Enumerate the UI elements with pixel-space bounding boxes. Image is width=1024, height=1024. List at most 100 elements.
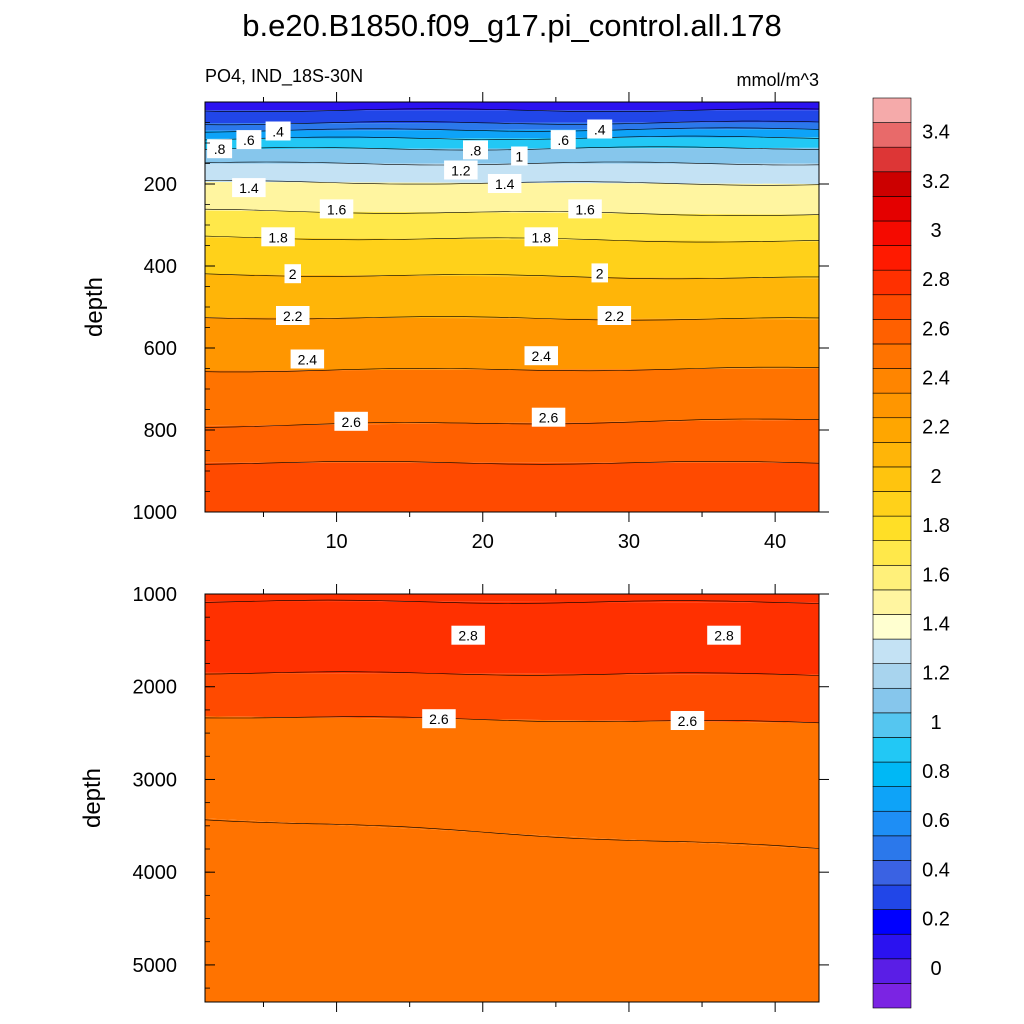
contour-label-box — [451, 625, 485, 645]
figure-title: b.e20.B1850.f09_g17.pi_control.all.178 — [242, 8, 782, 43]
contour-label-box — [531, 407, 566, 427]
colorbar-labels: 3.4 3.2 3 2.8 2.6 2.4 2.2 2 1.8 1.6 1.4 1.2 1 0.8 0.6 0… — [922, 122, 950, 980]
colorbar-box — [872, 220, 912, 246]
contour-band — [205, 672, 819, 723]
colorbar-box — [872, 712, 912, 738]
y-tick-label: 4000 — [133, 862, 178, 884]
lower-contour-labels: 2.8 2.8 2.6 2.6 — [422, 625, 741, 730]
colorbar-tick-label: 2.6 — [922, 318, 950, 340]
colorbar-box — [872, 146, 912, 173]
x-tick-label: 20 — [472, 531, 494, 553]
contour-line — [205, 599, 819, 604]
colorbar-tick-label: 3.2 — [922, 171, 950, 193]
contour-line — [205, 135, 819, 141]
lower-contour-fills — [205, 594, 819, 1002]
y-tick-label: 2000 — [133, 677, 178, 699]
y-tick-label: 1000 — [133, 502, 178, 524]
contour-label-box — [236, 130, 262, 150]
contour-label: 1.4 — [495, 176, 515, 192]
lower-panel: 2.8 2.8 2.6 2.6 1000 2000 3000 4000 5000 depth — [79, 584, 829, 1012]
contour-label-box — [487, 174, 522, 193]
colorbar-box — [872, 737, 912, 763]
y-tick-label: 1000 — [133, 584, 178, 606]
left-subtitle: PO4, IND_18S-30N — [205, 66, 363, 87]
colorbar-tick-label: 0.4 — [922, 859, 950, 881]
contour-line — [205, 127, 819, 133]
colorbar-box — [872, 860, 912, 886]
contour-band — [205, 818, 819, 1002]
colorbar: 3.4 3.2 3 2.8 2.6 2.4 2.2 2 1.8 1.6 1.4 1.2 1 0.8 0.6 0… — [872, 97, 950, 1009]
colorbar-tick-label: 1.2 — [922, 663, 950, 685]
contour-label: 2 — [289, 266, 297, 282]
colorbar-box — [872, 491, 912, 517]
lower-y-axis-label: depth — [79, 768, 106, 828]
contour-label-box — [276, 306, 310, 325]
contour-label-box — [232, 178, 266, 198]
contour-line — [205, 108, 819, 112]
contour-label-box — [707, 625, 741, 645]
contour-label-box — [550, 130, 576, 150]
colorbar-box — [872, 196, 912, 222]
colorbar-box — [872, 983, 912, 1009]
contour-band — [205, 317, 819, 371]
contour-line — [205, 120, 819, 126]
contour-line — [205, 460, 819, 465]
contour-band — [205, 102, 819, 111]
contour-label-box — [334, 411, 368, 431]
lower-contour-lines — [205, 599, 819, 849]
contour-label: .8 — [214, 141, 226, 157]
contour-band — [205, 419, 819, 463]
colorbar-tick-label: 0.6 — [922, 810, 950, 832]
colorbar-box — [872, 638, 912, 664]
contour-band — [205, 368, 819, 426]
contour-label: 2.6 — [539, 410, 559, 426]
colorbar-box — [872, 466, 912, 492]
upper-y-axis: 200 400 600 800 1000 — [133, 101, 829, 524]
contour-label-box — [587, 119, 613, 139]
colorbar-box — [872, 392, 912, 419]
contour-label: 1.6 — [575, 201, 595, 217]
colorbar-box — [872, 294, 912, 320]
contour-label: .8 — [470, 142, 482, 158]
contour-label: 2.6 — [678, 713, 698, 729]
contour-label-box — [568, 199, 602, 219]
contour-label-box — [591, 263, 608, 283]
contour-label: 2.2 — [605, 308, 625, 324]
contour-line — [205, 819, 819, 849]
upper-contour-fills — [205, 102, 819, 512]
x-tick-label: 40 — [764, 531, 786, 553]
contour-label: 2 — [596, 265, 604, 281]
contour-line — [205, 418, 819, 428]
colorbar-tick-label: 2 — [930, 466, 941, 488]
contour-line — [205, 273, 819, 280]
contour-band — [205, 237, 819, 279]
contour-line — [205, 716, 819, 724]
contour-band — [205, 716, 819, 849]
y-tick-label: 800 — [144, 420, 177, 442]
contour-label-box — [265, 121, 291, 141]
contour-label-box — [524, 227, 558, 247]
contour-label-box — [261, 227, 295, 247]
y-tick-label: 600 — [144, 338, 177, 360]
colorbar-tick-label: 1.8 — [922, 515, 950, 537]
lower-plot-frame — [204, 593, 820, 1003]
colorbar-box — [872, 884, 912, 910]
contour-label-box — [319, 199, 354, 219]
colorbar-box — [872, 245, 912, 271]
contour-label: 2.4 — [531, 348, 551, 364]
contour-label: 1.8 — [531, 229, 551, 245]
contour-label: 1.4 — [239, 180, 259, 196]
colorbar-box — [872, 933, 912, 960]
upper-y-axis-label: depth — [81, 277, 108, 337]
colorbar-tick-label: 0 — [930, 958, 941, 980]
contour-label: .6 — [243, 132, 255, 148]
contour-band — [205, 163, 819, 184]
contour-label: 2.2 — [283, 308, 303, 324]
colorbar-tick-label: 3 — [930, 220, 941, 242]
upper-contour-labels: .4.6.81.41.81.622.22.42.6.8 1.6.41.21.41.… — [207, 119, 632, 431]
contour-band — [205, 110, 819, 124]
colorbar-boxes — [872, 97, 912, 1009]
contour-label: 2.6 — [341, 414, 361, 430]
colorbar-box — [872, 761, 912, 787]
